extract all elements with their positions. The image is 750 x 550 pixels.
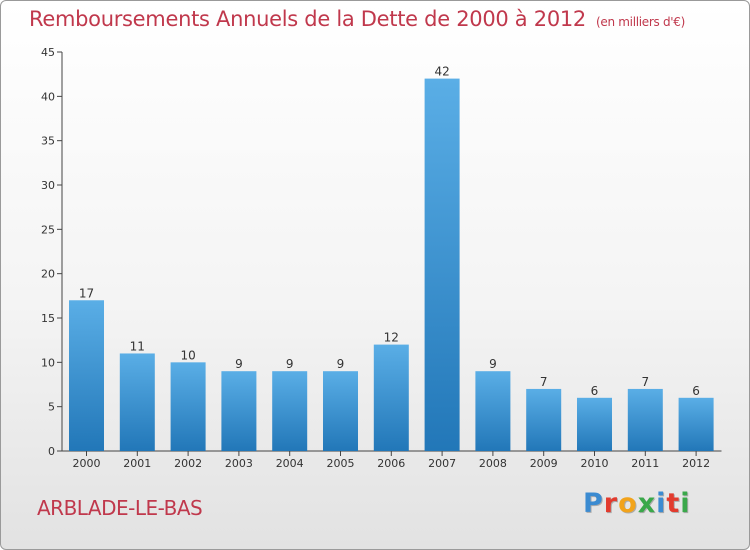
logo-letter: t [666,488,681,519]
data-label-2010: 6 [591,384,599,398]
logo-letter: o [618,488,638,519]
bar-2004 [272,371,308,451]
data-label-2001: 11 [130,339,145,353]
logo-letter: r [603,488,619,519]
chart-unit: (en milliers d'€) [596,15,686,29]
data-label-2006: 12 [384,331,399,345]
bar-2002 [170,362,206,451]
data-label-2004: 9 [286,357,294,371]
x-tick-label: 2003 [225,457,253,470]
data-label-2007: 42 [434,65,449,79]
bar-2009 [526,388,562,451]
x-tick-label: 2000 [73,457,101,470]
x-axis: 2000 2001 2002 2003 2004 2005 2006 2007 2008 2009… [62,450,722,470]
x-tick-label: 2002 [174,457,202,470]
y-tick-label: 25 [41,223,55,236]
y-tick-label: 45 [41,46,55,59]
bar-2001 [119,353,155,451]
y-tick-label: 5 [48,401,55,414]
data-label-2003: 9 [235,357,243,371]
data-label-2000: 17 [79,286,94,300]
bars: 17 11 10 9 9 9 12 42 9 7 6 7 6 [69,65,714,451]
bar-2011 [627,388,663,451]
chart-title: Remboursements Annuels de la Dette de 20… [29,7,685,31]
x-tick-label: 2006 [377,457,405,470]
y-tick-label: 20 [41,268,55,281]
logo-letter: x [637,488,657,519]
bar-2000 [69,300,104,451]
x-tick-label: 2008 [479,457,507,470]
y-tick-label: 10 [41,356,55,369]
y-tick-label: 35 [41,135,55,148]
data-label-2005: 9 [337,357,345,371]
x-tick-label: 2007 [428,457,456,470]
x-tick-label: 2004 [276,457,304,470]
x-tick-label: 2009 [530,457,558,470]
commune-name: ARBLADE-LE-BAS [37,496,203,520]
bar-2012 [678,397,714,451]
y-tick-label: 0 [48,445,55,458]
y-tick-label: 40 [41,90,55,103]
x-tick-label: 2012 [682,457,710,470]
bar-2003 [221,371,257,451]
logo-letter: P [583,488,604,519]
bar-2010 [577,397,612,451]
logo-letter: i [656,488,667,519]
y-axis: 0 5 10 15 20 25 30 35 40 45 [41,46,63,458]
x-tick-label: 2005 [327,457,355,470]
bar-2006 [373,344,409,451]
x-tick-label: 2010 [581,457,609,470]
proxiti-logo: Proxiti [583,488,691,519]
bar-2005 [323,371,358,451]
y-tick-label: 30 [41,179,55,192]
x-tick-label: 2001 [123,457,151,470]
data-label-2009: 7 [540,375,548,389]
data-label-2012: 6 [692,384,700,398]
bar-2008 [475,371,511,451]
y-tick-label: 15 [41,312,55,325]
data-label-2011: 7 [641,375,649,389]
chart-title-text: Remboursements Annuels de la Dette de 20… [29,7,586,31]
data-label-2008: 9 [489,357,497,371]
x-tick-label: 2011 [631,457,659,470]
data-label-2002: 10 [180,348,195,362]
logo-letter: i [680,488,691,519]
bar-2007 [424,78,460,451]
